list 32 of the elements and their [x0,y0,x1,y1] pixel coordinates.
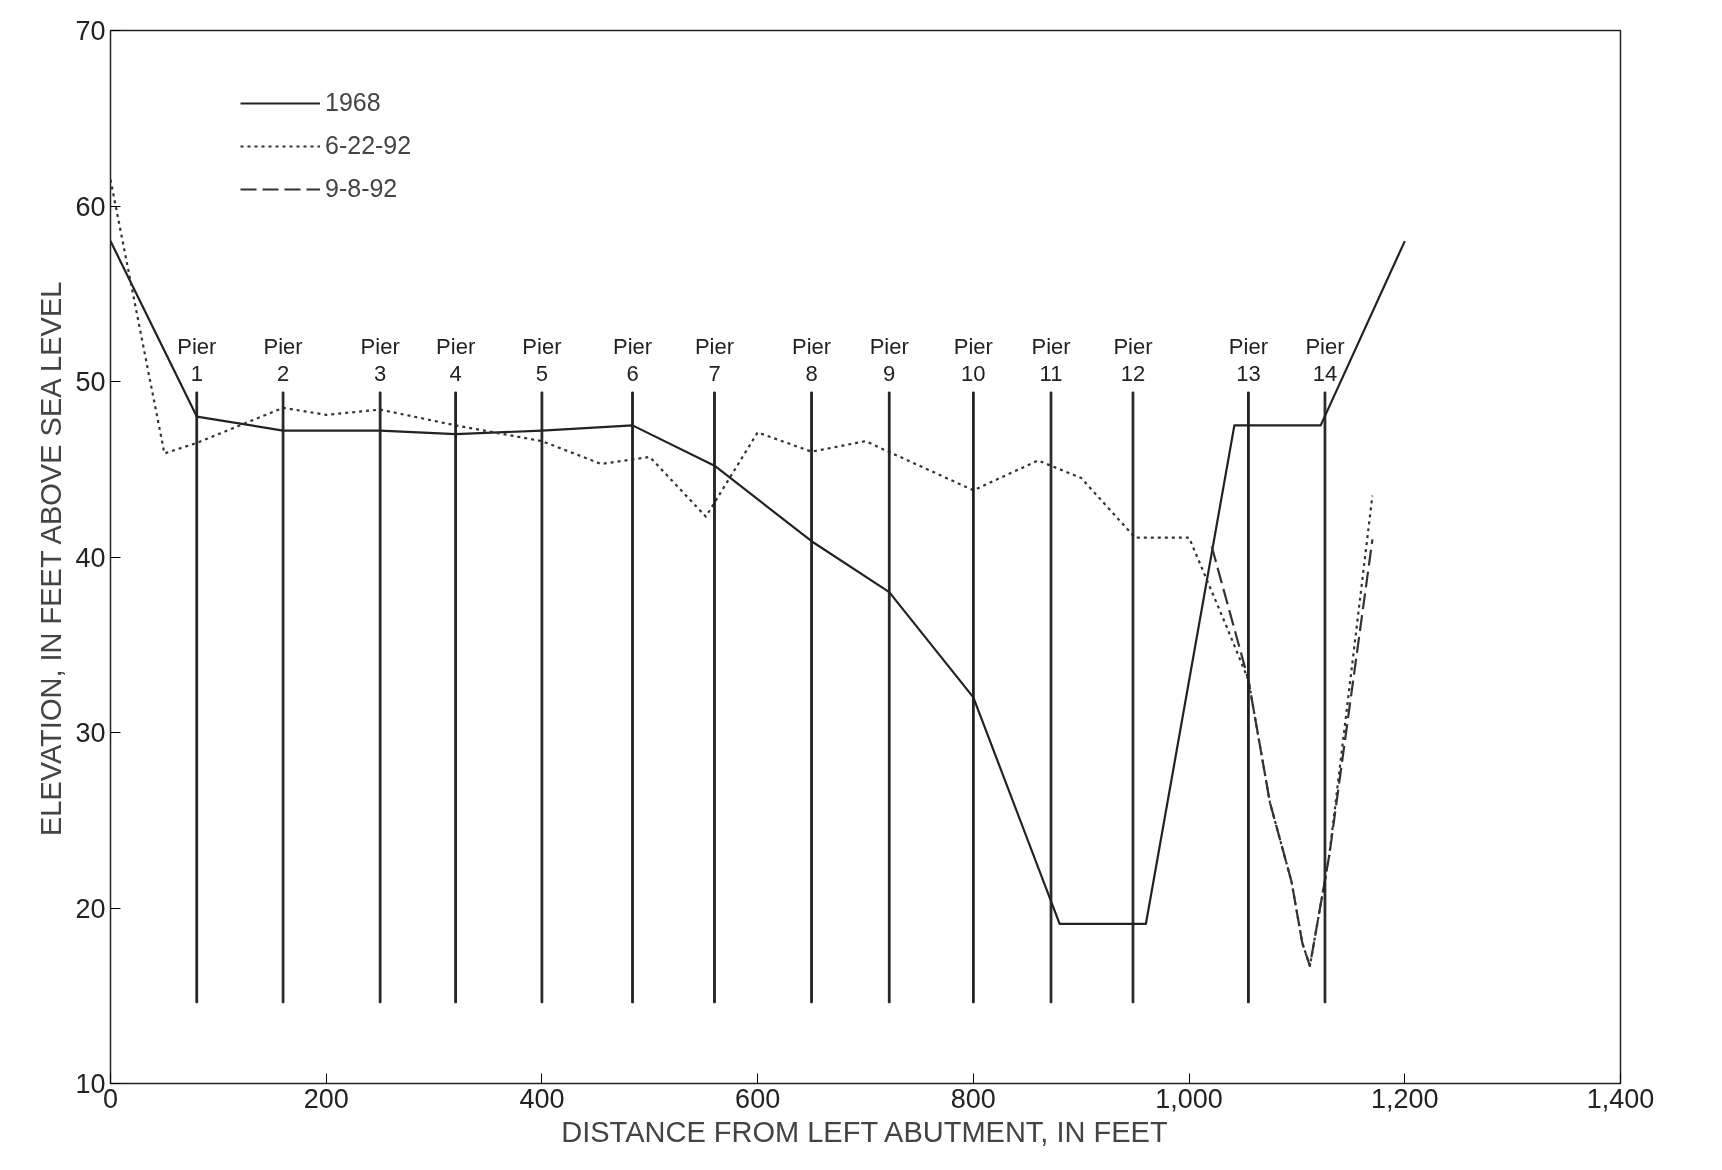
x-tick-label: 1,000 [1155,1083,1223,1114]
x-tick-label: 600 [735,1083,781,1114]
y-tick-label: 60 [75,191,106,222]
y-axis-title: ELEVATION, IN FEET ABOVE SEA LEVEL [35,281,68,837]
x-tick-label: 800 [950,1083,996,1114]
legend-label: 6-22-92 [325,131,412,160]
annotation: Pier 14 [1305,333,1345,387]
annotation: Pier 11 [1031,333,1071,387]
y-tick-label: 30 [75,718,106,748]
annotation: Pier 9 [869,333,909,387]
annotation: Pier 3 [360,333,400,387]
y-tick-label: 40 [75,542,106,573]
annotation: Pier 8 [792,333,832,387]
annotation: Pier 6 [612,333,653,387]
annotation: Pier 7 [694,333,735,387]
x-tick-label: 1,200 [1371,1083,1439,1114]
y-tick-label: 50 [75,367,106,397]
annotation: Pier 2 [263,333,303,387]
x-tick-label: 200 [303,1083,349,1114]
annotation: Pier 12 [1113,333,1153,387]
legend-label: 9-8-92 [325,174,398,203]
annotation: Pier 10 [953,333,993,387]
y-tick-label: 70 [75,16,106,46]
annotation: Pier 13 [1228,333,1268,387]
x-tick-label: 400 [519,1083,565,1114]
y-tick-label: 20 [75,893,106,924]
annotation: Pier 1 [177,333,217,387]
legend-label: 1968 [325,88,381,117]
x-tick-label: 1,400 [1586,1083,1655,1114]
x-axis-title: DISTANCE FROM LEFT ABUTMENT, IN FEET [561,1115,1168,1148]
annotation: Pier 4 [436,333,476,387]
annotation: Pier 5 [522,333,562,387]
